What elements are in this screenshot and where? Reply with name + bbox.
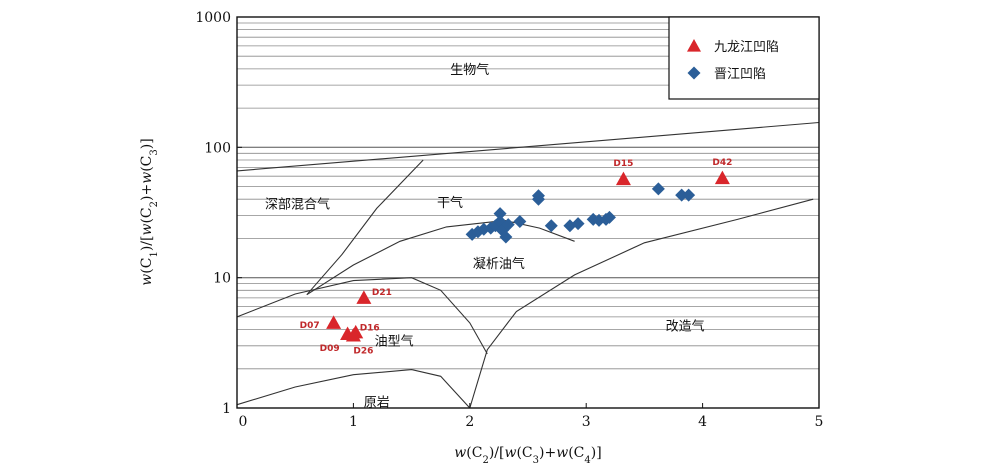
diamond-point: [513, 214, 527, 228]
x-axis-ticks: 0 1 2 3 4 5: [236, 403, 824, 430]
y-tick-label: 10: [213, 271, 231, 287]
triangle-point: [615, 171, 631, 186]
boundary-line: [236, 277, 488, 355]
y-tick-label: 100: [204, 140, 231, 156]
triangle-point: [356, 290, 372, 304]
data-points: D07 D09 D16 D26 D21 D15 D42: [300, 158, 733, 356]
point-label: D07: [300, 321, 320, 331]
point-label: D15: [613, 159, 633, 169]
region-boundaries: [236, 121, 820, 409]
region-label: 干气: [437, 195, 463, 211]
diamond-point: [651, 182, 665, 196]
boundary-line: [469, 198, 814, 409]
boundary-line: [236, 369, 471, 409]
point-label: D42: [712, 158, 732, 168]
x-tick-label: 3: [582, 414, 591, 430]
y-tick-label: 1: [222, 401, 231, 417]
x-tick-label: 0: [239, 414, 248, 430]
triangle-point: [714, 170, 730, 185]
legend-label: 九龙江凹陷: [714, 40, 779, 55]
legend-box: [668, 16, 820, 100]
x-tick-label: 5: [815, 414, 824, 430]
legend-label: 晋江凹陷: [714, 67, 766, 82]
region-label: 凝析油气: [473, 256, 525, 272]
y-axis-ticks: 1 10 100 1000: [195, 10, 242, 417]
x-tick-label: 4: [698, 414, 707, 430]
point-label: D09: [320, 344, 340, 354]
legend-diamond-icon: [687, 66, 701, 80]
region-label: 油型气: [375, 333, 414, 349]
x-tick-label: 2: [465, 414, 474, 430]
diamond-point: [531, 189, 545, 203]
x-axis-label: w(C2)/[w(C3)+w(C4)]: [454, 445, 601, 466]
diamond-point: [675, 188, 689, 202]
boundary-line: [306, 219, 575, 296]
plot-frame: [236, 16, 820, 409]
legend-triangle-icon: [687, 39, 701, 52]
point-label: D16: [360, 323, 380, 333]
triangle-point: [326, 315, 342, 329]
diamond-point: [544, 219, 558, 233]
x-tick-label: 1: [349, 414, 358, 430]
y-tick-label: 1000: [195, 10, 231, 26]
diamond-point: [602, 210, 616, 224]
diamond-point: [682, 188, 696, 202]
region-label: 生物气: [450, 62, 489, 78]
region-label: 深部混合气: [265, 197, 330, 213]
triangle-point: [345, 327, 361, 342]
boundary-line: [236, 121, 820, 172]
diamond-point: [499, 230, 513, 244]
boundary-line: [306, 159, 424, 296]
region-label: 原岩: [364, 396, 390, 411]
point-label: D21: [372, 288, 392, 298]
point-label: D26: [353, 347, 373, 357]
diamond-point: [571, 217, 585, 231]
diamond-point: [493, 207, 507, 221]
diamond-point: [501, 218, 515, 232]
y-axis-label: w(C1)/[w(C2)+w(C3)]: [139, 138, 160, 285]
region-label: 改造气: [666, 318, 705, 334]
